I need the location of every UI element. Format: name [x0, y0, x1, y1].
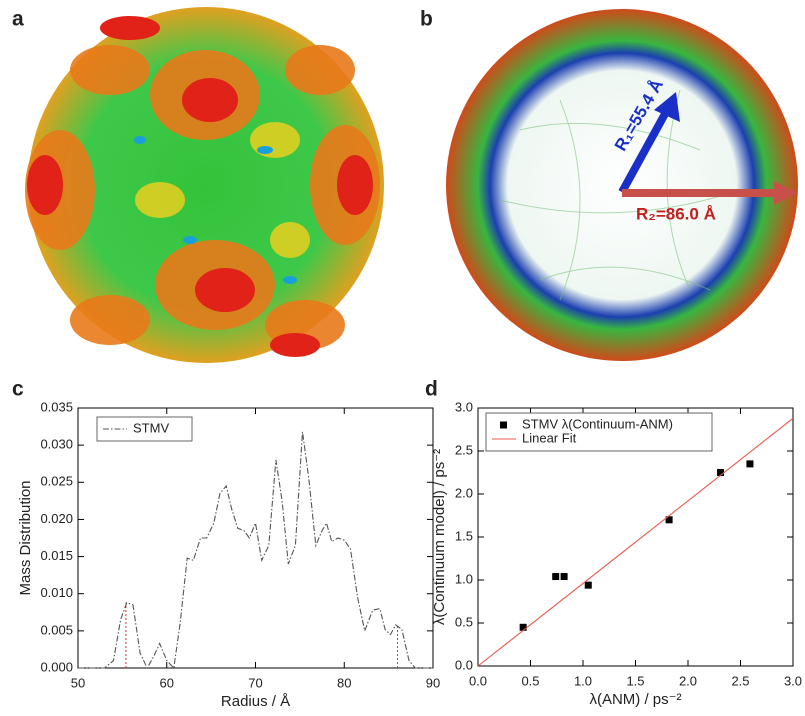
- y-axis-title: Mass Distribution: [17, 480, 34, 595]
- y-tick-label: 0.005: [40, 622, 73, 637]
- x-tick-label: 2.5: [731, 673, 749, 688]
- y-tick-label: 0.025: [40, 474, 73, 489]
- data-point: [552, 573, 560, 581]
- series-line: [477, 417, 794, 667]
- plot-frame: [77, 407, 434, 669]
- legend-label: STMV: [133, 420, 169, 435]
- data-point: [665, 516, 673, 524]
- y-axis-title: λ(Continuum model) / ps⁻²: [431, 449, 448, 625]
- legend-box: [485, 412, 713, 452]
- x-axis-title: λ(ANM) / ps⁻²: [589, 691, 681, 708]
- x-tick-label: 2.0: [679, 673, 697, 688]
- capsid-cross-section: R₁=55.4 Å R₂=86.0 Å: [446, 9, 798, 361]
- x-tick-label: 60: [160, 675, 174, 690]
- x-tick-label: 3.0: [784, 673, 802, 688]
- y-tick-label: 2.0: [455, 485, 473, 500]
- legend-label: STMV λ(Continuum-ANM): [522, 416, 673, 431]
- x-tick-label: 50: [71, 675, 85, 690]
- capsid-surface: [25, 7, 384, 363]
- y-tick-label: 1.0: [455, 571, 473, 586]
- legend-swatch: [500, 421, 507, 429]
- x-tick-label: 0.5: [521, 673, 539, 688]
- radius-label: R₂=86.0 Å: [636, 204, 716, 223]
- y-tick-label: 0.000: [40, 659, 73, 674]
- data-point: [584, 581, 592, 589]
- y-tick-label: 0.020: [40, 511, 73, 526]
- series-line: [78, 431, 433, 670]
- y-tick-label: 0.030: [40, 437, 73, 452]
- y-tick-label: 1.5: [455, 528, 473, 543]
- panel-label: c: [12, 378, 24, 401]
- x-axis-title: Radius / Å: [221, 693, 290, 710]
- data-point: [717, 469, 725, 476]
- x-tick-label: 0.0: [469, 673, 487, 688]
- x-tick-label: 70: [248, 675, 262, 690]
- y-tick-label: 0.5: [455, 614, 473, 629]
- panel-label: d: [425, 378, 438, 401]
- y-tick-label: 3.0: [455, 399, 473, 414]
- y-tick-label: 0.035: [40, 399, 73, 414]
- x-tick-label: 90: [426, 675, 440, 690]
- panel-label: b: [420, 8, 433, 31]
- legend-label: Linear Fit: [522, 430, 577, 445]
- data-point: [746, 460, 754, 468]
- data-point: [560, 573, 568, 581]
- x-tick-label: 1.0: [574, 673, 592, 688]
- y-tick-label: 2.5: [455, 442, 473, 457]
- panel-label: a: [12, 8, 24, 31]
- y-tick-label: 0.015: [40, 548, 73, 563]
- x-tick-label: 1.5: [626, 673, 644, 688]
- data-point: [519, 623, 527, 631]
- x-tick-label: 80: [337, 675, 351, 690]
- legend-box: [96, 416, 193, 442]
- y-tick-label: 0.0: [455, 657, 473, 672]
- y-tick-label: 0.010: [40, 585, 73, 600]
